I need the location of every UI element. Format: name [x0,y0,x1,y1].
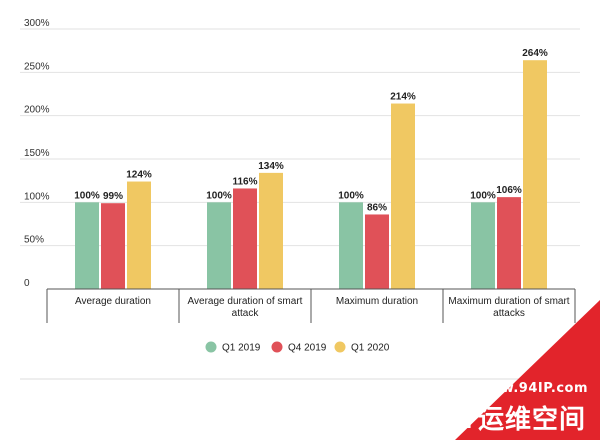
data-label: 100% [338,190,364,201]
bars [75,60,547,290]
bar [207,202,231,289]
data-label: 116% [232,176,257,187]
y-tick-label: 50% [24,235,44,246]
category-label: Average duration of smart [188,296,303,307]
bar [75,202,99,289]
data-label: 134% [258,161,284,172]
bar [497,197,521,289]
y-tick-label: 150% [24,148,50,159]
x-axis: Average duration Average duration of smar… [46,288,576,323]
y-tick-label: 250% [24,61,50,72]
bar [391,103,415,290]
bar [127,181,151,289]
data-label: 124% [126,170,152,181]
category-label: attacks [493,308,525,319]
bar [259,172,283,289]
data-label: 100% [74,190,100,201]
bar [523,60,547,290]
legend-swatch [205,341,217,353]
legend-label: Q1 2020 [351,343,390,354]
y-tick-label: 100% [24,191,50,202]
legend-swatch [334,341,346,353]
legend-swatch [271,341,283,353]
y-axis: 0 50% 100% 150% 200% 250% 300% [24,18,50,289]
y-tick-label: 200% [24,105,50,116]
data-label: 100% [470,190,496,201]
data-label: 99% [103,191,123,202]
bar [101,203,125,289]
legend: Q1 2019 Q4 2019 Q1 2020 [205,341,390,354]
bar [233,188,257,289]
legend-label: Q1 2019 [222,343,261,354]
data-label: 264% [522,48,548,59]
data-label: 214% [390,92,416,103]
bar [365,214,389,289]
y-tick-label: 300% [24,18,50,29]
category-label: Maximum duration [336,296,418,307]
data-label: 106% [496,185,522,196]
category-label: Average duration [75,296,151,307]
data-label: 86% [367,202,387,213]
data-label: 100% [206,190,232,201]
legend-label: Q4 2019 [288,343,327,354]
category-label: Maximum duration of smart [448,296,569,307]
data-labels: 100% 99%124%100%116%134%100%86%214%100% 10… [74,48,548,213]
bar [471,202,495,289]
y-tick-label: 0 [24,278,30,289]
bar [339,202,363,289]
category-label: attack [232,308,260,319]
